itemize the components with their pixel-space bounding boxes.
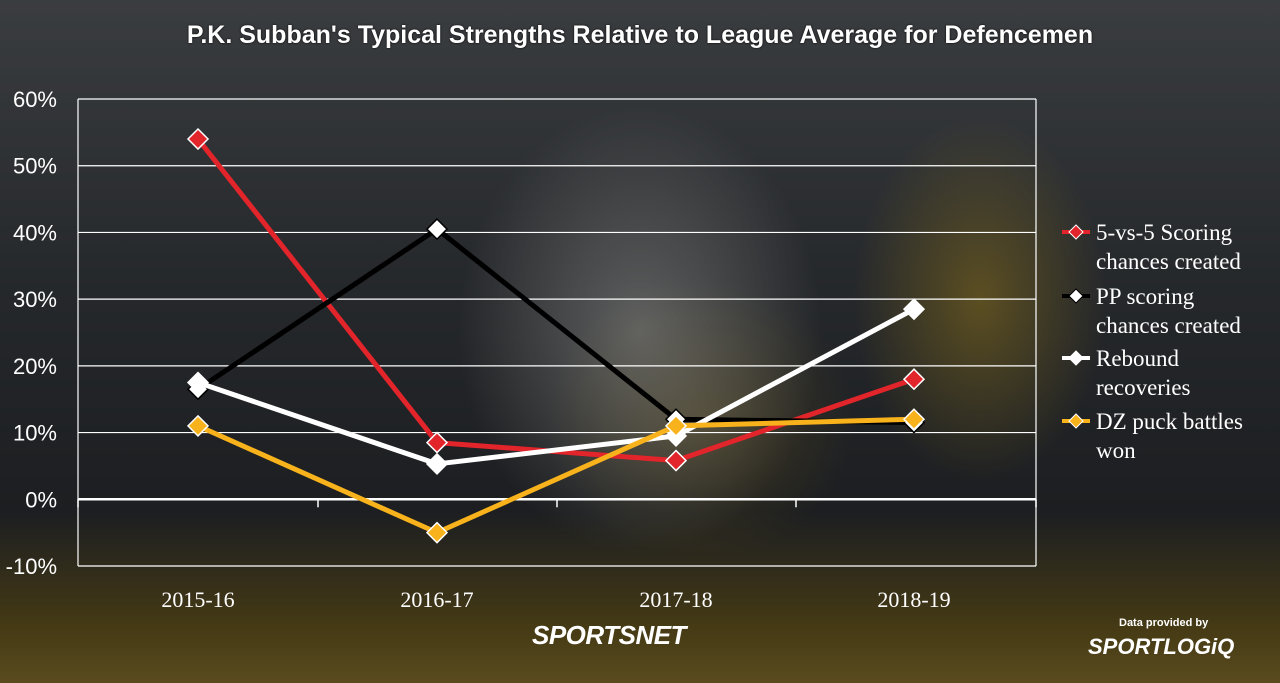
data-point-marker bbox=[186, 414, 210, 437]
series-line-2 bbox=[197, 306, 916, 467]
data-point-marker bbox=[425, 452, 449, 475]
data-point-marker bbox=[425, 431, 449, 454]
data-point-marker bbox=[664, 449, 688, 472]
data-point-marker bbox=[186, 371, 210, 394]
x-tick-label: 2016-17 bbox=[400, 587, 473, 612]
legend-label: chances created bbox=[1096, 313, 1241, 338]
y-tick-label: 30% bbox=[13, 287, 57, 312]
data-point-marker bbox=[902, 408, 926, 431]
data-point-marker bbox=[902, 368, 926, 391]
sportsnet-logo: SPORTSNET bbox=[532, 620, 686, 650]
legend-label: recoveries bbox=[1096, 375, 1191, 400]
y-tick-label: 10% bbox=[13, 421, 57, 446]
legend-swatch-marker bbox=[1068, 350, 1084, 366]
y-tick-label: 40% bbox=[13, 220, 57, 245]
legend-label: chances created bbox=[1096, 249, 1241, 274]
legend-swatch-marker bbox=[1068, 224, 1084, 240]
x-tick-label: 2015-16 bbox=[161, 587, 234, 612]
chart-title: P.K. Subban's Typical Strengths Relative… bbox=[186, 21, 1094, 49]
data-credit-label: Data provided by bbox=[1119, 617, 1209, 629]
legend-label: 5-vs-5 Scoring bbox=[1096, 220, 1233, 245]
data-point-marker bbox=[664, 414, 688, 437]
data-point-marker bbox=[186, 127, 210, 151]
legend-label: PP scoring bbox=[1096, 284, 1195, 309]
x-tick-label: 2017-18 bbox=[639, 587, 712, 612]
sportlogiq-logo: SPORTLOGiQ bbox=[1088, 634, 1235, 659]
legend-label: DZ puck battles bbox=[1096, 409, 1243, 434]
legend-swatch-marker bbox=[1068, 413, 1084, 429]
y-tick-label: 20% bbox=[13, 354, 57, 379]
data-point-marker bbox=[425, 218, 449, 241]
data-point-marker bbox=[902, 298, 926, 321]
y-tick-label: 0% bbox=[25, 487, 57, 512]
y-tick-label: 50% bbox=[13, 154, 57, 179]
y-tick-label: 60% bbox=[13, 87, 57, 112]
y-tick-label: -10% bbox=[6, 554, 57, 579]
series-line-3 bbox=[196, 416, 915, 536]
data-point-marker bbox=[425, 521, 449, 544]
legend-swatch-marker bbox=[1068, 288, 1084, 304]
legend-label: Rebound bbox=[1096, 346, 1180, 371]
x-tick-label: 2018-19 bbox=[877, 587, 950, 612]
legend-label: won bbox=[1096, 438, 1136, 463]
